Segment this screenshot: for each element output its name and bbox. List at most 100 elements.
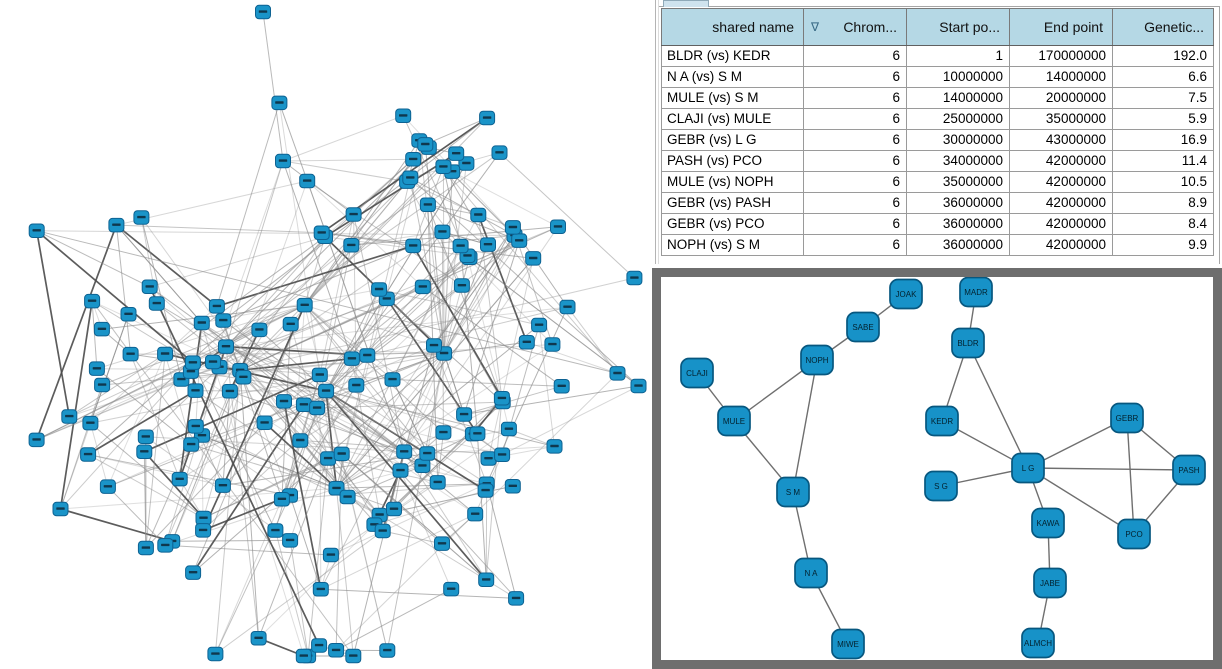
cell-value[interactable]: 16.9 bbox=[1112, 129, 1214, 151]
cell-value[interactable]: 192.0 bbox=[1112, 45, 1214, 67]
overview-network-node[interactable] bbox=[218, 339, 234, 354]
overview-network-node[interactable] bbox=[480, 451, 497, 466]
network-edge-LG-PASH[interactable] bbox=[1027, 467, 1190, 471]
overview-network-node[interactable] bbox=[273, 492, 290, 507]
node-joak[interactable]: JOAK bbox=[889, 278, 923, 310]
overview-network-node[interactable] bbox=[405, 152, 422, 167]
overview-network-node[interactable] bbox=[491, 145, 508, 160]
cell-shared-name[interactable]: MULE (vs) NOPH bbox=[661, 171, 804, 193]
overview-network-node[interactable] bbox=[343, 238, 360, 253]
cell-value[interactable]: 6 bbox=[803, 87, 907, 109]
cell-value[interactable]: 34000000 bbox=[906, 150, 1010, 172]
cell-value[interactable]: 36000000 bbox=[906, 234, 1010, 256]
cell-value[interactable]: 10000000 bbox=[906, 66, 1010, 88]
column-header-genetic---[interactable]: Genetic... bbox=[1112, 8, 1214, 46]
overview-network-node[interactable] bbox=[28, 432, 45, 448]
overview-network-node[interactable] bbox=[395, 108, 412, 123]
overview-network-node[interactable] bbox=[214, 478, 231, 493]
overview-network-node[interactable] bbox=[452, 238, 469, 254]
table-row[interactable]: PASH (vs) PCO 6 34000000 42000000 11.4 bbox=[661, 150, 1214, 172]
overview-network-node[interactable] bbox=[478, 572, 495, 587]
cell-value[interactable]: 6 bbox=[803, 129, 907, 151]
overview-network-node[interactable] bbox=[469, 426, 486, 441]
overview-network-node[interactable] bbox=[137, 540, 154, 556]
overview-network-node[interactable] bbox=[443, 581, 460, 597]
overview-network-node[interactable] bbox=[550, 219, 566, 234]
overview-network-node[interactable] bbox=[343, 351, 360, 366]
overview-network-node[interactable] bbox=[94, 377, 111, 393]
overview-network-node[interactable] bbox=[61, 409, 78, 424]
overview-network-node[interactable] bbox=[309, 400, 326, 416]
cell-value[interactable]: 42000000 bbox=[1009, 213, 1113, 235]
overview-network-node[interactable] bbox=[559, 299, 576, 315]
overview-network-node[interactable] bbox=[544, 337, 561, 352]
overview-network-node[interactable] bbox=[339, 489, 356, 505]
overview-network-node[interactable] bbox=[493, 391, 510, 406]
overview-network-node[interactable] bbox=[402, 170, 419, 185]
overview-network-node[interactable] bbox=[185, 565, 202, 580]
node-sabe[interactable]: SABE bbox=[846, 311, 880, 343]
overview-network-node[interactable] bbox=[295, 397, 312, 412]
overview-network-node[interactable] bbox=[195, 523, 212, 538]
node-s-m[interactable]: S M bbox=[776, 476, 810, 508]
overview-network-node[interactable] bbox=[88, 361, 105, 376]
cell-value[interactable]: 6 bbox=[803, 171, 907, 193]
network-edge-GEBR-PCO[interactable] bbox=[1126, 417, 1135, 535]
overview-network-node[interactable] bbox=[553, 379, 570, 394]
overview-network-node[interactable] bbox=[435, 159, 452, 174]
cell-value[interactable]: 42000000 bbox=[1009, 171, 1113, 193]
overview-network-node[interactable] bbox=[546, 439, 563, 454]
overview-network-node[interactable] bbox=[99, 479, 116, 494]
overview-network-node[interactable] bbox=[525, 251, 542, 266]
overview-network-node[interactable] bbox=[434, 536, 450, 551]
overview-network-node[interactable] bbox=[256, 415, 273, 430]
panel-splitter[interactable] bbox=[655, 0, 656, 264]
node-kawa[interactable]: KAWA bbox=[1031, 507, 1065, 539]
overview-network-node[interactable] bbox=[453, 278, 470, 293]
cell-shared-name[interactable]: PASH (vs) PCO bbox=[661, 150, 804, 172]
network-edge-NOPH-SM[interactable] bbox=[792, 359, 818, 493]
overview-network-node[interactable] bbox=[205, 354, 221, 370]
overview-network-node[interactable] bbox=[84, 293, 101, 309]
overview-network-node[interactable] bbox=[235, 370, 252, 385]
cell-shared-name[interactable]: N A (vs) S M bbox=[661, 66, 804, 88]
cell-value[interactable]: 6 bbox=[803, 213, 907, 235]
overview-network-node[interactable] bbox=[467, 506, 484, 522]
overview-network-node[interactable] bbox=[379, 643, 396, 658]
overview-network-node[interactable] bbox=[133, 210, 150, 225]
cell-value[interactable]: 35000000 bbox=[906, 171, 1010, 193]
cell-value[interactable]: 11.4 bbox=[1112, 150, 1214, 172]
overview-network-node[interactable] bbox=[504, 220, 521, 235]
overview-network-node[interactable] bbox=[392, 463, 409, 478]
overview-network-node[interactable] bbox=[384, 372, 401, 387]
overview-network-node[interactable] bbox=[108, 217, 125, 233]
node-pash[interactable]: PASH bbox=[1172, 454, 1206, 486]
overview-network-node[interactable] bbox=[374, 523, 391, 539]
overview-network-node[interactable] bbox=[282, 533, 299, 548]
overview-network-node[interactable] bbox=[345, 207, 362, 222]
overview-network-node[interactable] bbox=[296, 297, 313, 313]
overview-network-node[interactable] bbox=[137, 429, 154, 444]
overview-network-node[interactable] bbox=[292, 433, 309, 448]
overview-network-node[interactable] bbox=[434, 224, 451, 240]
overview-network-node[interactable] bbox=[518, 335, 535, 350]
cell-value[interactable]: 7.5 bbox=[1112, 87, 1214, 109]
cell-shared-name[interactable]: MULE (vs) S M bbox=[661, 87, 804, 109]
cell-shared-name[interactable]: GEBR (vs) L G bbox=[661, 129, 804, 151]
table-row[interactable]: N A (vs) S M 6 10000000 14000000 6.6 bbox=[661, 66, 1214, 88]
overview-network-node[interactable] bbox=[480, 237, 496, 252]
node-jabe[interactable]: JABE bbox=[1033, 567, 1067, 599]
overview-network-node[interactable] bbox=[396, 444, 413, 459]
overview-network-node[interactable] bbox=[609, 366, 626, 381]
overview-network-node[interactable] bbox=[626, 270, 643, 286]
overview-network-node[interactable] bbox=[426, 338, 442, 353]
column-header-start-po---[interactable]: Start po... bbox=[906, 8, 1010, 46]
table-row[interactable]: GEBR (vs) PCO 6 36000000 42000000 8.4 bbox=[661, 213, 1214, 235]
node-claji[interactable]: CLAJI bbox=[680, 357, 714, 389]
overview-network-node[interactable] bbox=[456, 407, 473, 422]
cell-shared-name[interactable]: GEBR (vs) PASH bbox=[661, 192, 804, 214]
overview-network-node[interactable] bbox=[187, 419, 204, 434]
node-madr[interactable]: MADR bbox=[959, 277, 993, 308]
cell-value[interactable]: 6 bbox=[803, 150, 907, 172]
overview-network-node[interactable] bbox=[320, 451, 337, 466]
